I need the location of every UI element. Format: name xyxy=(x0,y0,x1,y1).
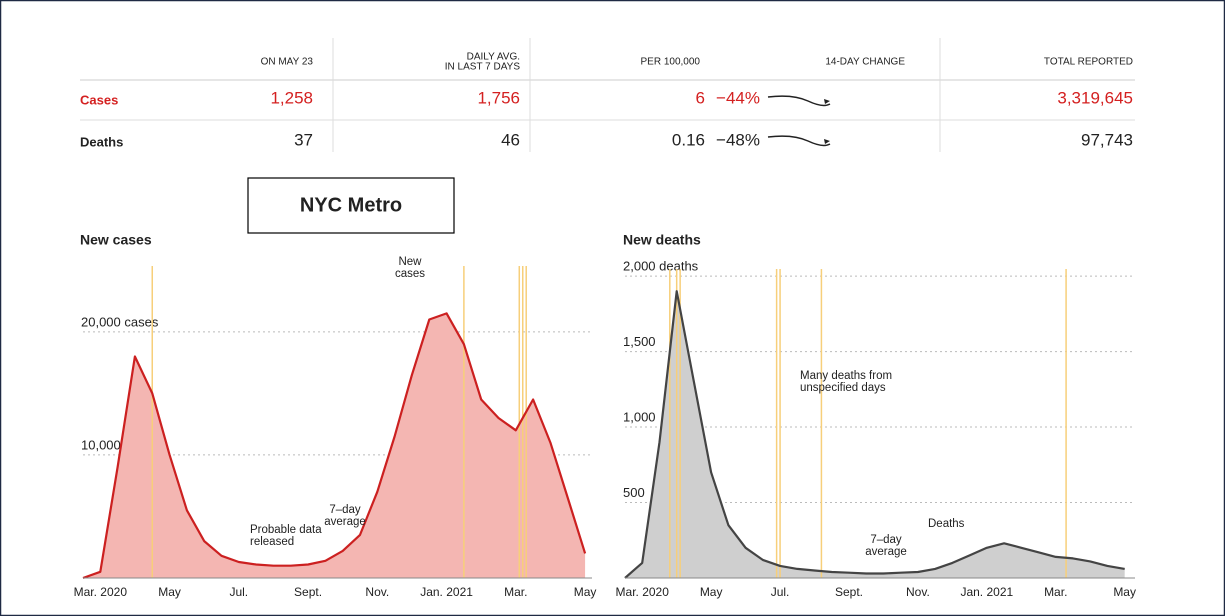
label: NYC Metro xyxy=(300,194,402,216)
row-label: Cases xyxy=(80,92,118,107)
sparkline-arrow xyxy=(824,139,830,144)
chart-title: New deaths xyxy=(623,232,701,248)
x-tick-label: Jul. xyxy=(229,585,248,599)
sparkline xyxy=(767,135,831,147)
sparkline-arrow xyxy=(824,99,830,104)
column-header: IN LAST 7 DAYS xyxy=(445,62,521,73)
column-header: 14-DAY CHANGE xyxy=(825,57,905,68)
row-label: Deaths xyxy=(80,134,123,149)
line xyxy=(82,312,587,580)
x-tick-label: Jan. 2021 xyxy=(960,585,1013,599)
annotation: Many deaths from xyxy=(800,370,892,382)
table-cell: 6 xyxy=(696,88,705,107)
x-tick-label: May xyxy=(700,585,723,599)
annotation: cases xyxy=(395,268,425,280)
chart-title: New cases xyxy=(80,232,152,248)
y-tick-label: 20,000 cases xyxy=(81,314,159,329)
x-tick-label: May xyxy=(574,585,597,599)
y-tick-label: 500 xyxy=(623,485,645,500)
x-tick-label: May xyxy=(1113,585,1136,599)
table-cell: 3,319,645 xyxy=(1057,88,1133,107)
annotation: average xyxy=(865,546,907,558)
column-header: ON MAY 23 xyxy=(261,57,314,68)
x-tick-label: Jan. 2021 xyxy=(420,585,473,599)
x-tick-label: Mar. 2020 xyxy=(74,585,128,599)
label-box xyxy=(247,177,455,234)
column-header: TOTAL REPORTED xyxy=(1044,57,1133,68)
table-cell: 46 xyxy=(501,130,520,149)
y-tick-label: 1,000 xyxy=(623,409,656,424)
x-tick-label: Sept. xyxy=(294,585,322,599)
annotation: 7–day xyxy=(329,504,361,516)
x-tick-label: Nov. xyxy=(365,585,389,599)
table-cell: −44% xyxy=(716,88,760,107)
annotation: Probable data xyxy=(250,524,322,536)
x-tick-label: Mar. xyxy=(1044,585,1067,599)
table-cell: 0.16 xyxy=(672,130,705,149)
x-tick-label: Sept. xyxy=(835,585,863,599)
table-cell: 37 xyxy=(294,130,313,149)
area xyxy=(625,291,1125,578)
area xyxy=(83,313,586,578)
annotation: unspecified days xyxy=(800,382,886,394)
x-tick-label: Nov. xyxy=(906,585,930,599)
table-cell: 1,258 xyxy=(270,88,313,107)
annotation: New xyxy=(398,256,422,268)
annotation: average xyxy=(324,516,366,528)
y-tick-label: 10,000 xyxy=(81,437,121,452)
line xyxy=(624,290,1125,579)
column-header: DAILY AVG. xyxy=(467,52,520,63)
annotation: 7–day xyxy=(870,534,902,546)
table-cell: 1,756 xyxy=(477,88,520,107)
annotation: Deaths xyxy=(928,518,965,530)
table-cell: −48% xyxy=(716,130,760,149)
x-tick-label: Mar. 2020 xyxy=(616,585,670,599)
column-header: PER 100,000 xyxy=(641,57,701,68)
sparkline xyxy=(767,95,831,107)
table-cell: 97,743 xyxy=(1081,130,1133,149)
x-tick-label: Mar. xyxy=(504,585,527,599)
annotation: released xyxy=(250,536,294,548)
x-tick-label: Jul. xyxy=(771,585,790,599)
y-tick-label: 2,000 deaths xyxy=(623,259,699,274)
y-tick-label: 1,500 xyxy=(623,334,656,349)
x-tick-label: May xyxy=(158,585,181,599)
